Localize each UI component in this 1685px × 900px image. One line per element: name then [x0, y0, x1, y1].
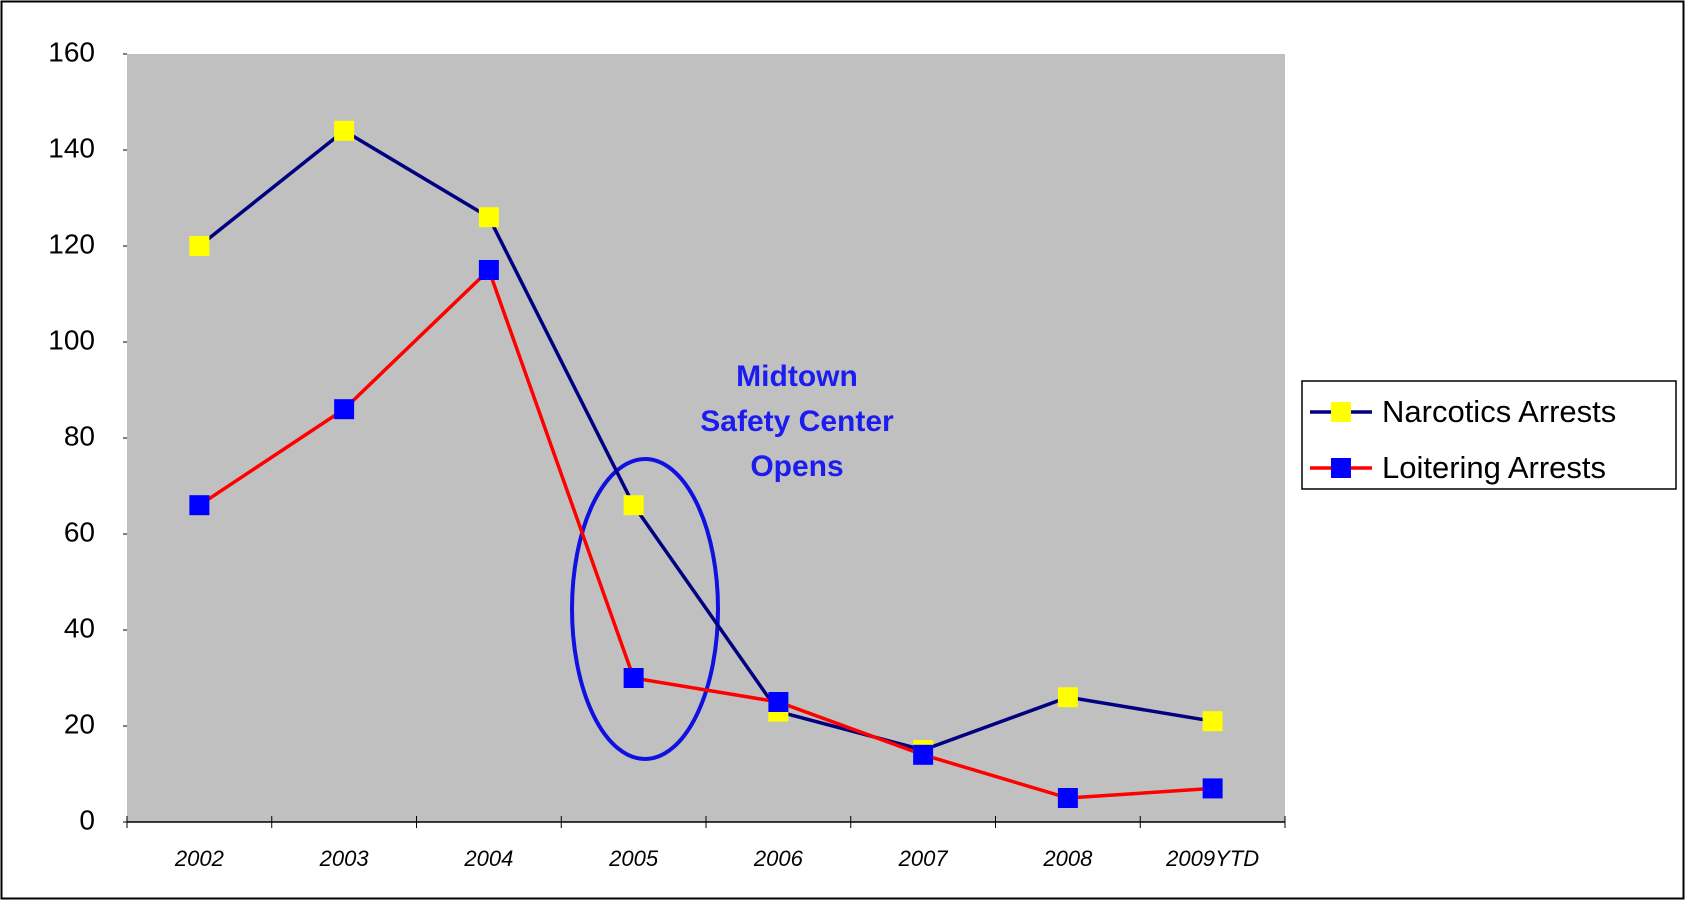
y-tick-label: 160	[48, 36, 95, 67]
data-point	[623, 668, 644, 688]
data-point	[478, 207, 499, 228]
annotation: Midtown	[736, 360, 858, 393]
legend-label: Narcotics Arrests	[1382, 394, 1616, 429]
y-tick-label: 80	[64, 420, 95, 451]
legend-box	[1301, 380, 1677, 490]
data-point	[1057, 788, 1078, 808]
x-tick-marks	[126, 816, 1286, 828]
data-point	[1202, 711, 1223, 732]
x-tick-label: 2006	[753, 846, 804, 871]
x-tick-label: 2003	[319, 846, 370, 871]
y-tick-label: 40	[64, 612, 95, 643]
x-tick-label: 2009YTD	[1165, 846, 1259, 871]
x-tick-label: 2004	[463, 846, 513, 871]
data-point	[1057, 687, 1078, 708]
highlight-ellipse	[570, 457, 720, 761]
y-tick-label: 60	[64, 516, 95, 547]
annotation: Opens	[750, 450, 843, 483]
data-point	[1202, 778, 1223, 799]
y-tick-label: 120	[48, 228, 95, 259]
y-tick-label: 100	[48, 324, 95, 355]
x-tick-label: 2008	[1042, 846, 1093, 871]
data-point	[189, 236, 210, 256]
x-tick-label: 2005	[608, 846, 659, 871]
series-line	[198, 266, 1213, 800]
x-tick-label: 2002	[174, 846, 224, 871]
data-point	[478, 260, 499, 280]
y-tick-label: 20	[64, 708, 95, 739]
data-point	[189, 495, 210, 516]
data-point	[623, 495, 644, 516]
annotation: Safety Center	[700, 405, 894, 438]
data-point	[334, 120, 355, 141]
legend-label: Loitering Arrests	[1382, 450, 1606, 485]
y-tick-label: 0	[79, 804, 95, 835]
data-point	[913, 744, 934, 765]
series-line	[198, 128, 1213, 752]
data-point	[768, 692, 789, 712]
data-point	[334, 399, 355, 420]
y-tick-label: 140	[48, 132, 95, 163]
legend-marker	[1331, 402, 1351, 422]
x-tick-label: 2007	[898, 846, 949, 871]
legend-marker	[1331, 458, 1351, 478]
